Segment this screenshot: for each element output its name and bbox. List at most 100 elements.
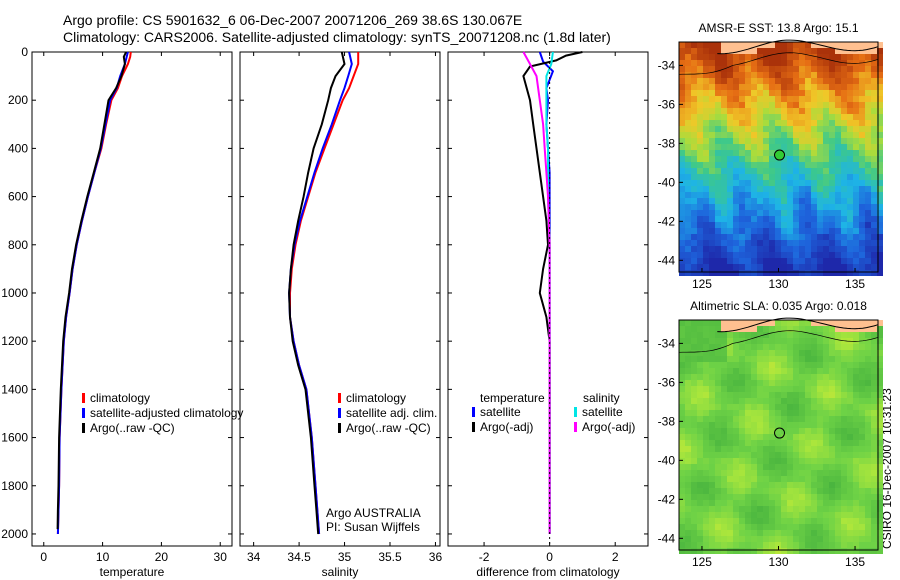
sst_map-cell [691,270,697,276]
sla_map-cell [799,530,805,536]
sst_map-cell [787,264,793,270]
sla_map-cell [739,452,745,458]
sst_map-cell [871,72,877,78]
sst_map-cell [739,72,745,78]
sla_map-cell [787,506,793,512]
sla_map-cell [841,446,847,452]
sla_map-cell [715,506,721,512]
sst_map-cell [709,108,715,114]
sla_map-cell [793,392,799,398]
sla_map-cell [703,452,709,458]
sla_map-cell [703,380,709,386]
sla_map-cell [853,422,859,428]
sst_map-cell [811,150,817,156]
sla_map-cell [793,512,799,518]
sla_map-cell [739,440,745,446]
sst_map-cell [679,216,685,222]
sst_map-cell [685,84,691,90]
sla_map-cell [691,404,697,410]
sla_map-cell [751,422,757,428]
sla_map-cell [847,368,853,374]
sla_map-cell [835,470,841,476]
sla_map-cell [859,530,865,536]
sst_map-cell [703,210,709,216]
sla_map-cell [715,542,721,548]
sst_map-cell [679,270,685,276]
sla_map-cell [871,398,877,404]
sla_map-cell [751,368,757,374]
sla_map-cell [799,392,805,398]
sla_map-cell [691,488,697,494]
sst_map-cell [691,186,697,192]
sla_map-cell [727,470,733,476]
sst_map-cell [745,90,751,96]
sst_map-cell [751,162,757,168]
difference-xlabel: difference from climatology [476,565,619,579]
sst_map-cell [871,216,877,222]
sst_map-cell [865,108,871,114]
sla_map-cell [787,500,793,506]
sla_map-cell [841,392,847,398]
sst_map-cell [859,132,865,138]
sla_map-cell [871,458,877,464]
sla_map-cell [775,548,781,554]
sla_map-cell [805,542,811,548]
sla_map-cell [745,386,751,392]
sst_map-cell [847,66,853,72]
sst_map-cell [769,192,775,198]
sla_map-cell [721,386,727,392]
sla_map-cell [841,440,847,446]
temperature-ytick-label: 1200 [1,334,28,348]
sla_map-cell [781,410,787,416]
sla_map-cell [721,434,727,440]
sla_map-cell [685,542,691,548]
sst_map-cell [787,162,793,168]
sst_map-cell [733,150,739,156]
sla_map-cell [805,464,811,470]
sst_map-cell [817,162,823,168]
sla_map-cell [871,380,877,386]
sst_map-cell [691,180,697,186]
sst_map-cell [715,234,721,240]
sla_map-cell [787,356,793,362]
sla_map-cell [739,398,745,404]
sla_map-cell [721,476,727,482]
sla_map-cell [715,446,721,452]
sst_map-cell [775,78,781,84]
sst_map-cell [763,222,769,228]
sla_map-ytick-label: -42 [658,492,676,506]
sst_map-cell [685,198,691,204]
sst_map-cell [733,228,739,234]
sla_map-cell [691,482,697,488]
sla_map-cell [817,356,823,362]
sla_map-cell [763,392,769,398]
sst_map-cell [769,72,775,78]
sla_map-cell [859,488,865,494]
sst_map-cell [835,234,841,240]
sla_map-xtick-label: 130 [768,555,788,569]
sst_map-cell [685,216,691,222]
sst_map-cell [727,216,733,222]
sla_map-cell [751,404,757,410]
sst_map-cell [865,132,871,138]
sla_map-cell [733,386,739,392]
sst_map-cell [799,156,805,162]
sst_map-cell [697,264,703,270]
sst_map-cell [763,144,769,150]
sla_map-cell [829,464,835,470]
sla_map-cell [721,338,727,344]
temperature-ytick-label: 1400 [1,382,28,396]
sla_map-cell [763,482,769,488]
sst_map-cell [865,210,871,216]
sst_map-cell [715,240,721,246]
sst_map-cell [679,186,685,192]
sst_map-cell [691,192,697,198]
sst_map-cell [769,174,775,180]
salinity-xtick-label: 34.5 [287,550,311,564]
sla_map-cell [733,338,739,344]
sst_map-cell [865,60,871,66]
sla_map-cell [829,380,835,386]
sla_map-cell [715,410,721,416]
sst_map-cell [715,180,721,186]
sla_map-cell [745,368,751,374]
